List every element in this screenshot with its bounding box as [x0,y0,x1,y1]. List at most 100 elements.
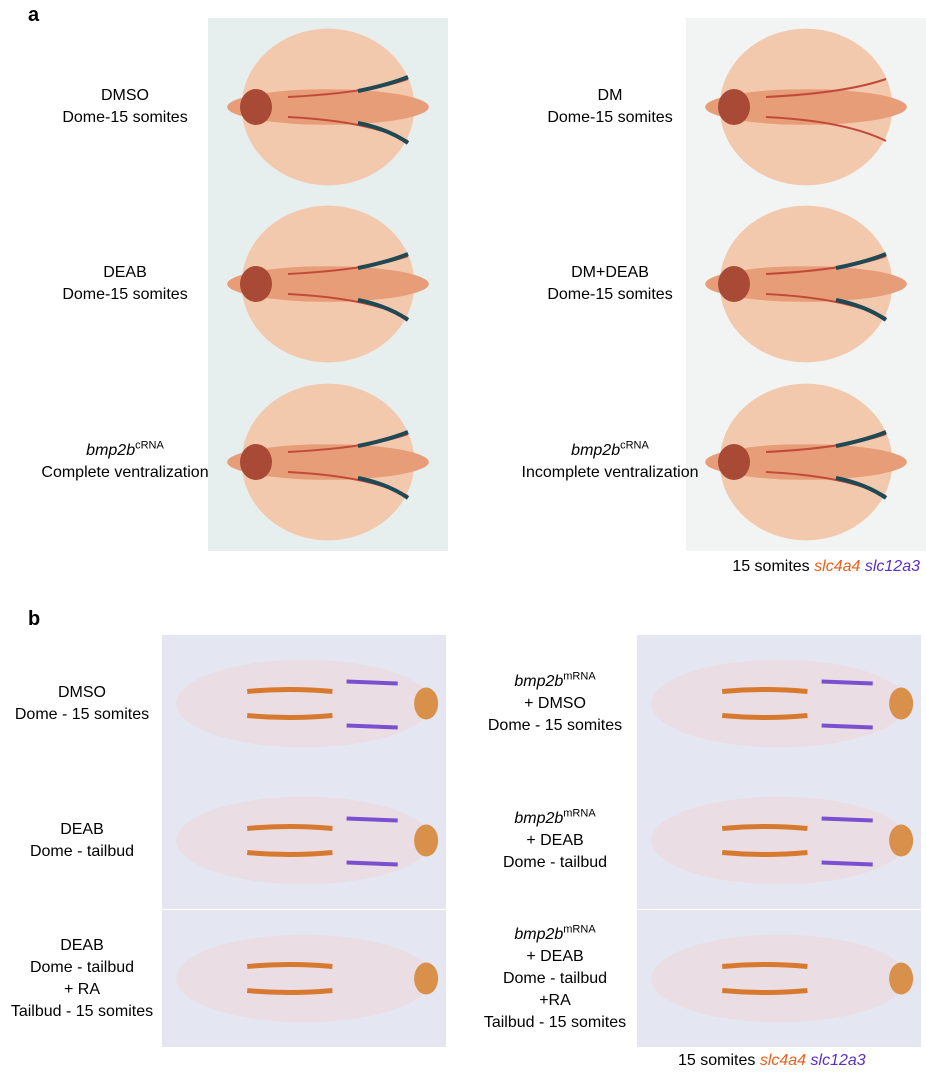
label-line: Tailbud - 15 somites [455,1012,655,1034]
gene-orange: slc4a4 [759,1052,807,1069]
gene-superscript: cRNA [135,439,164,452]
gene-superscript: mRNA [563,670,596,683]
label-line: + DEAB [455,830,655,852]
label-line: + RA [0,979,182,1001]
gene-orange: slc4a4 [814,558,861,575]
embryo-image [208,18,448,196]
label-line: Dome-15 somites [25,107,225,129]
gene-name: bmp2b [514,809,564,827]
label-line: +RA [455,990,655,1012]
gene-line: bmp2bmRNA [455,808,655,830]
gene-line: bmp2bcRNA [25,440,225,462]
label-line: Complete ventralization [25,462,225,484]
label-text: Dome - 15 somites [487,716,623,734]
label-line: DMSO [0,682,182,704]
label-text: Dome - tailbud [502,969,608,987]
stage: 15 somites [678,1052,756,1069]
label-text: Dome - 15 somites [14,705,150,723]
label-text: DEAB [60,820,104,838]
label-text: DM [597,87,623,104]
label-line: DM+DEAB [510,262,710,284]
label-text: Dome - tailbud [502,853,608,871]
condition-label: bmp2bcRNA Complete ventralization [25,440,225,484]
label-line: Dome - tailbud [0,957,182,979]
label-line: Dome - 15 somites [0,704,182,726]
label-text: DMSO [101,87,149,104]
gene-name: bmp2b [571,442,621,459]
panel-letter: a [28,4,40,26]
embryo-image [686,195,926,373]
label-text: Dome - tailbud [29,842,135,860]
embryo-image [208,373,448,551]
embryo-image [637,910,921,1047]
stain-legend: 15 somites slc4a4 slc12a3 [678,1052,866,1070]
gene-line: bmp2bmRNA [455,671,655,693]
label-text: Dome-15 somites [547,109,673,126]
panel-letter: b [28,608,41,630]
label-text: + DEAB [526,831,584,849]
label-line: DEAB [0,935,182,957]
label-text: + DMSO [524,694,586,712]
embryo-image [162,635,446,772]
label-line: Dome - tailbud [0,841,182,863]
condition-label: bmp2bmRNA + DEAB Dome - tailbud [455,808,655,874]
stage: 15 somites [732,558,810,575]
label-text: Tailbud - 15 somites [483,1013,627,1031]
condition-label: DMSO Dome-15 somites [25,85,225,129]
label-line: Dome - tailbud [455,968,655,990]
label-line: Incomplete ventralization [510,462,710,484]
condition-label: DM Dome-15 somites [510,85,710,129]
condition-label: bmp2bmRNA + DMSO Dome - 15 somites [455,671,655,737]
gene-purple: slc12a3 [864,558,920,575]
label-line: Dome - 15 somites [455,715,655,737]
condition-label: DM+DEAB Dome-15 somites [510,262,710,306]
label-text: Dome - tailbud [29,958,135,976]
label-line: Dome-15 somites [510,107,710,129]
embryo-image [208,195,448,373]
label-text: +RA [539,991,571,1009]
gene-line: bmp2bcRNA [510,440,710,462]
label-text: + DEAB [526,947,584,965]
gene-line: bmp2bmRNA [455,924,655,946]
label-text: Dome-15 somites [62,109,188,126]
label-line: Dome-15 somites [25,284,225,306]
condition-label: DEAB Dome - tailbud + RA Tailbud - 15 somit… [0,935,182,1023]
label-text: DEAB [60,936,104,954]
embryo-image [162,772,446,909]
label-line: Dome-15 somites [510,284,710,306]
gene-superscript: mRNA [563,807,596,820]
label-line: Tailbud - 15 somites [0,1001,182,1023]
label-text: DM+DEAB [571,264,649,281]
condition-label: DEAB Dome-15 somites [25,262,225,306]
gene-superscript: mRNA [563,923,596,936]
embryo-image [686,18,926,196]
stain-legend: 15 somites slc4a4 slc12a3 [732,558,920,576]
label-text: Complete ventralization [41,464,209,481]
embryo-image [637,635,921,772]
label-text: DEAB [103,264,147,281]
condition-label: DEAB Dome - tailbud [0,819,182,863]
label-text: + RA [63,980,100,998]
label-line: DMSO [25,85,225,107]
embryo-image [637,772,921,909]
gene-name: bmp2b [514,672,564,690]
embryo-image [162,910,446,1047]
label-text: DMSO [58,683,106,701]
label-text: Tailbud - 15 somites [10,1002,154,1020]
label-line: DM [510,85,710,107]
gene-purple: slc12a3 [810,1052,866,1069]
gene-superscript: cRNA [620,439,649,452]
label-line: DEAB [0,819,182,841]
gene-name: bmp2b [514,925,564,943]
label-line: Dome - tailbud [455,852,655,874]
label-line: + DEAB [455,946,655,968]
condition-label: DMSO Dome - 15 somites [0,682,182,726]
label-text: Dome-15 somites [62,286,188,303]
embryo-image [686,373,926,551]
condition-label: bmp2bmRNA + DEAB Dome - tailbud +RA Tailbud … [455,924,655,1034]
gene-name: bmp2b [86,442,136,459]
label-text: Incomplete ventralization [521,464,699,481]
label-line: + DMSO [455,693,655,715]
label-text: Dome-15 somites [547,286,673,303]
